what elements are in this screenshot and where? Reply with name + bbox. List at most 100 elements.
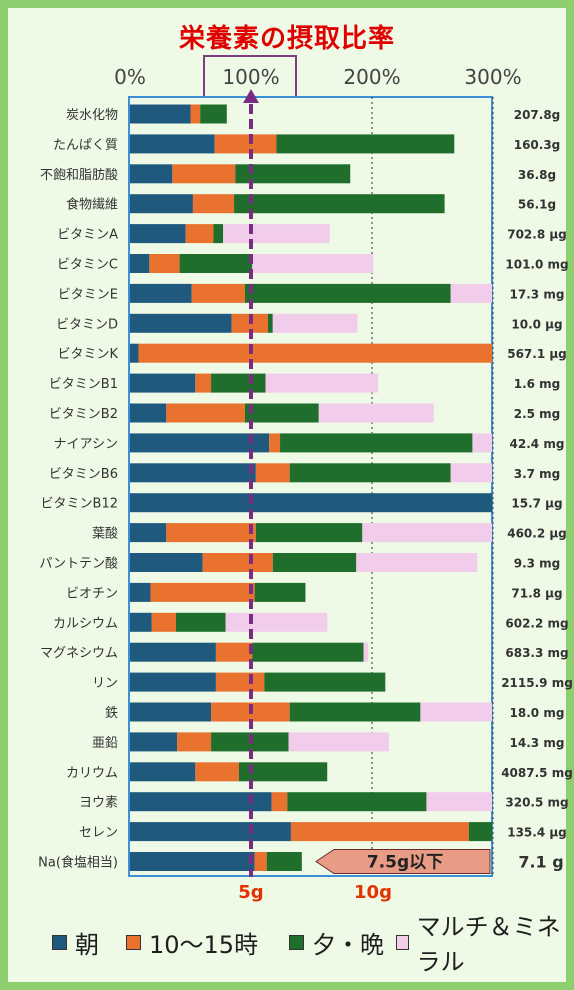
legend: 朝 10～15時 夕・晩 マルチ＆ミネラル	[0, 913, 574, 976]
bar-morning	[130, 702, 212, 722]
bar-midday	[195, 762, 239, 782]
bar-midday	[151, 612, 176, 632]
bar-evening	[280, 433, 473, 453]
bar-morning	[130, 822, 291, 842]
bar-morning	[130, 433, 270, 453]
bar-midday	[177, 732, 212, 752]
intake-value-label: 15.7 µg	[511, 497, 562, 511]
intake-value-label: 3.7 mg	[514, 467, 561, 481]
category-label: ナイアシン	[54, 437, 118, 452]
legend-item-evening: 夕・晩	[289, 924, 384, 960]
bar-midday	[192, 194, 235, 214]
bar-multi	[225, 612, 328, 632]
intake-value-label: 683.3 mg	[505, 646, 568, 660]
bar-midday	[195, 373, 212, 393]
bar-multi	[450, 463, 492, 483]
bar-multi	[363, 642, 369, 662]
category-label: ビタミンC	[57, 258, 118, 273]
intake-value-label: 36.8g	[518, 168, 556, 182]
bar-midday	[255, 463, 290, 483]
category-label: ヨウ素	[79, 796, 118, 811]
bar-evening	[468, 822, 492, 842]
bar-morning	[130, 792, 272, 812]
bar-morning	[130, 224, 186, 244]
bar-morning	[130, 732, 178, 752]
intake-value-label: 2.5 mg	[514, 407, 561, 421]
intake-value-label: 10.0 µg	[511, 317, 562, 331]
x-tick-label: 0%	[114, 65, 146, 89]
category-label: 葉酸	[92, 527, 118, 542]
intake-value-label: 160.3g	[514, 138, 561, 152]
category-label: ビタミンB12	[41, 497, 118, 512]
sodium-target-label: 7.5g以下	[367, 853, 443, 873]
bar-morning	[130, 194, 193, 214]
sodium-axis-label: 10g	[354, 882, 392, 903]
bar-evening	[238, 762, 328, 782]
category-label: たんぱく質	[53, 138, 118, 153]
bar-morning	[130, 463, 256, 483]
bar-morning	[130, 164, 173, 184]
category-label: マグネシウム	[40, 646, 118, 661]
bar-multi	[265, 373, 379, 393]
intake-value-label: 14.3 mg	[510, 736, 565, 750]
intake-value-label: 18.0 mg	[510, 706, 565, 720]
sodium-target-arrow	[315, 849, 491, 874]
legend-swatch-morning	[52, 934, 67, 950]
intake-value-label: 702.8 µg	[507, 228, 567, 242]
bar-multi	[356, 553, 478, 572]
category-label: ビオチン	[66, 586, 118, 601]
category-label: カリウム	[66, 766, 118, 781]
bar-evening	[289, 463, 451, 483]
bar-evening	[255, 523, 363, 543]
intake-value-label: 7.1 g	[518, 853, 563, 872]
bar-evening	[287, 792, 427, 812]
bar-multi	[450, 283, 492, 303]
bar-multi	[362, 523, 492, 543]
x-tick-label: 200%	[343, 65, 400, 89]
category-label: ビタミンB6	[49, 467, 118, 482]
legend-label-evening: 夕・晩	[312, 930, 384, 959]
nutrient-intake-chart: 0% 100% 200% 300% 炭水化物 207.8g たんぱく質 160.3g 不飽和脂肪…	[38, 65, 573, 903]
bar-midday	[215, 642, 253, 662]
bar-midday	[214, 134, 277, 154]
x-tick-label: 300%	[464, 65, 521, 89]
bar-midday	[254, 852, 267, 871]
intake-value-label: 2115.9 mg	[501, 676, 573, 690]
bar-evening	[234, 194, 445, 214]
category-label: ビタミンD	[56, 317, 118, 332]
bar-multi	[288, 732, 389, 752]
bar-evening	[179, 254, 253, 273]
category-label: ビタミンE	[58, 287, 118, 302]
category-label: 鉄	[105, 706, 118, 721]
bar-multi	[420, 702, 492, 722]
category-label: 亜鉛	[92, 736, 118, 751]
intake-value-label: 460.2 µg	[507, 527, 567, 541]
category-label: ビタミンK	[57, 347, 118, 362]
intake-value-label: 207.8g	[514, 108, 561, 122]
bar-evening	[244, 403, 319, 423]
bar-evening	[264, 672, 386, 692]
bar-evening	[200, 104, 227, 124]
bar-evening	[252, 642, 364, 662]
bar-evening	[267, 313, 273, 333]
legend-swatch-multi	[396, 934, 409, 950]
category-label: カルシウム	[53, 616, 118, 631]
intake-value-label: 4087.5 mg	[501, 766, 573, 780]
bar-evening	[254, 582, 306, 602]
category-label: ビタミンA	[57, 228, 118, 243]
legend-item-multi: マルチ＆ミネラル	[396, 913, 574, 976]
bar-morning	[130, 493, 492, 513]
bar-morning	[130, 762, 196, 782]
bar-morning	[130, 313, 232, 333]
legend-label-morning: 朝	[75, 930, 99, 959]
category-label: 食物繊維	[66, 197, 118, 213]
bar-morning	[130, 852, 255, 871]
legend-swatch-evening	[289, 934, 304, 950]
intake-value-label: 320.5 mg	[505, 796, 568, 810]
intake-value-label: 56.1g	[518, 198, 556, 212]
legend-item-midday: 10～15時	[126, 924, 258, 960]
bar-multi	[426, 792, 492, 812]
bar-evening	[276, 134, 455, 154]
bar-morning	[130, 104, 191, 124]
sodium-axis-label: 5g	[238, 882, 263, 903]
